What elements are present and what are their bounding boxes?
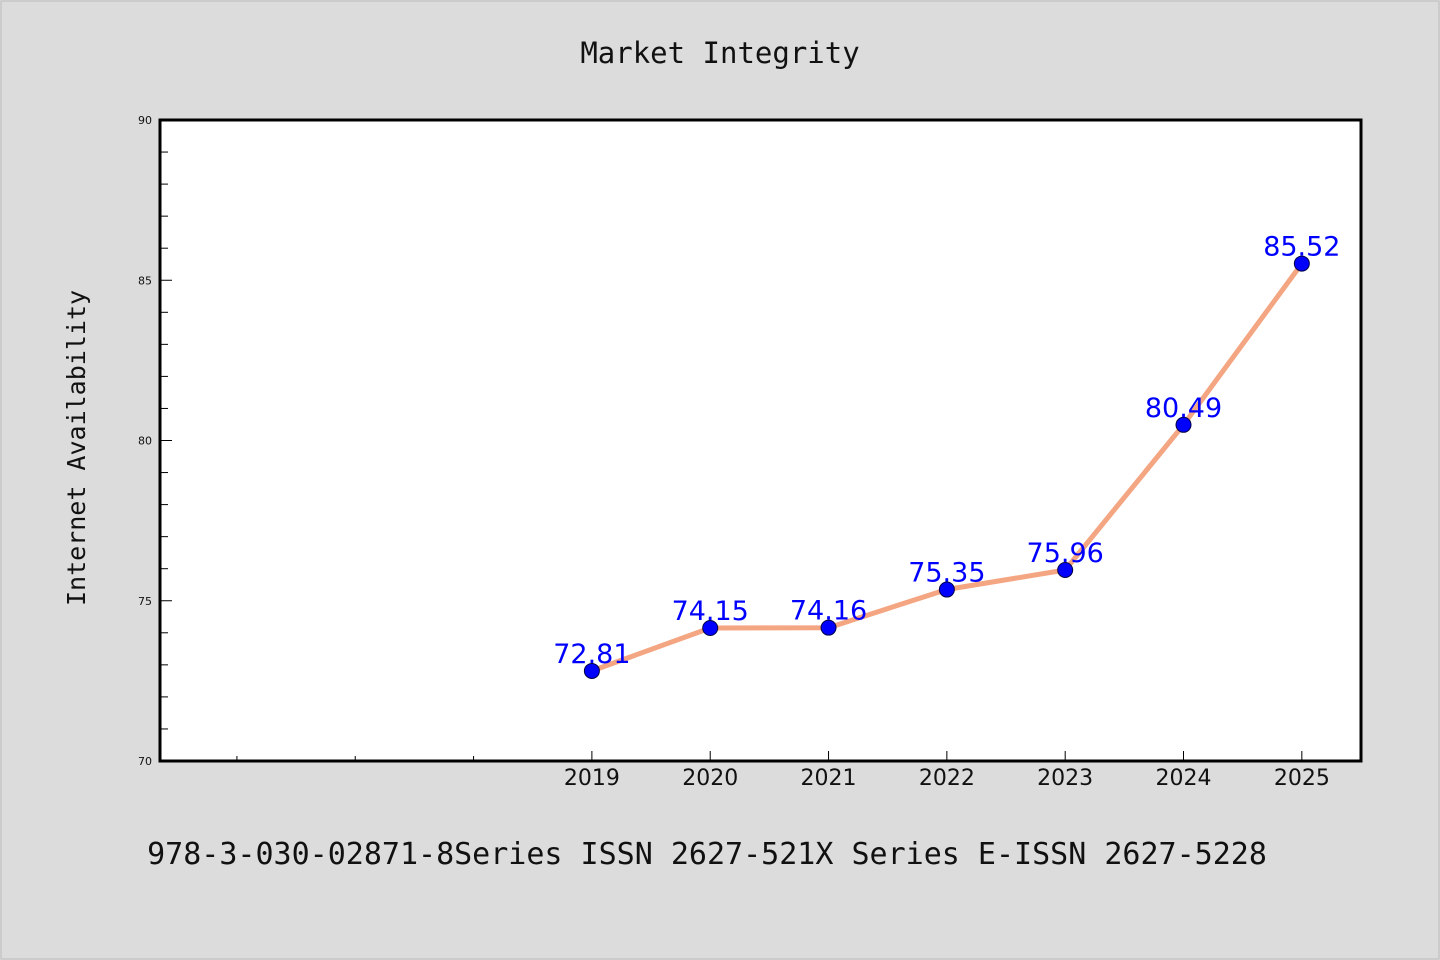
x-tick-label: 2024	[1156, 766, 1212, 791]
data-point	[1175, 416, 1192, 433]
x-tick-label: 2023	[1037, 766, 1093, 791]
y-tick-label: 85	[138, 274, 152, 287]
x-tick-label: 2025	[1274, 766, 1330, 791]
y-axis: 70 75 80 85 90	[138, 114, 172, 768]
footer-text: 978-3-030-02871-8Series ISSN 2627-521X S…	[147, 837, 1267, 872]
x-tick-label: 2022	[919, 766, 975, 791]
plot-area	[158, 118, 1363, 763]
data-point	[938, 581, 955, 598]
chart-title: Market Integrity	[580, 36, 859, 70]
data-label: 74.16	[790, 596, 867, 627]
data-label: 80.49	[1145, 393, 1222, 424]
series-group: 72.81 74.15 74.16 75.35 75.96 80.49 85.52	[553, 232, 1340, 679]
x-tick-label: 2021	[801, 766, 857, 791]
data-label: 72.81	[553, 639, 630, 670]
y-axis-label: Internet Availability	[62, 290, 91, 606]
y-tick-label: 90	[138, 114, 152, 127]
x-tick-label: 2019	[564, 766, 620, 791]
data-label: 85.52	[1263, 232, 1340, 263]
y-tick-label: 75	[138, 595, 152, 608]
data-point	[820, 619, 837, 636]
data-point	[1057, 561, 1074, 578]
data-point	[1293, 255, 1310, 272]
data-point	[583, 662, 600, 679]
data-point	[702, 619, 719, 636]
y-tick-label: 80	[138, 435, 152, 448]
x-axis: 2019 2020 2021 2022 2023 2024 2025	[236, 751, 1330, 791]
x-tick-label: 2020	[682, 766, 738, 791]
data-label: 75.35	[908, 558, 985, 589]
data-label: 75.96	[1027, 538, 1104, 569]
y-tick-label: 70	[138, 755, 152, 768]
data-label: 74.15	[672, 596, 749, 627]
